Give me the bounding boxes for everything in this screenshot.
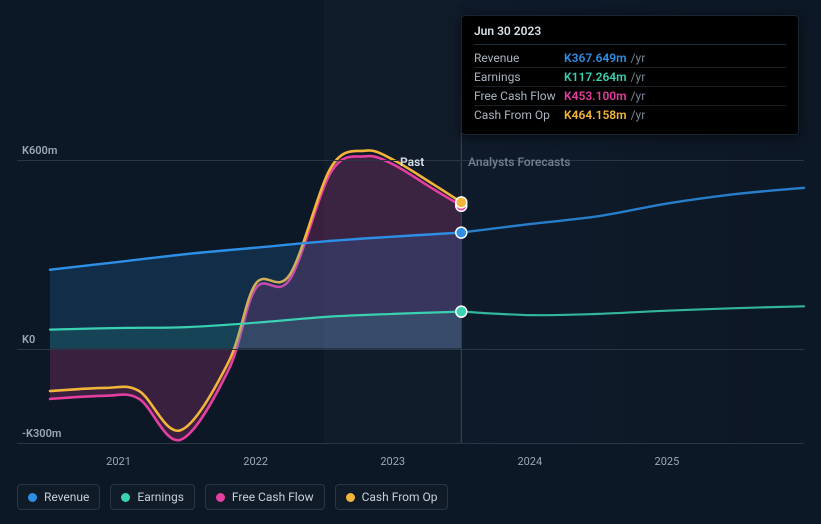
tooltip-row-value: K464.158m (564, 108, 627, 122)
tooltip-row-value: K367.649m (564, 51, 627, 65)
tooltip-row-unit: /yr (631, 108, 646, 122)
tooltip-row: EarningsK117.264m/yr (474, 68, 786, 87)
earnings-f-line (461, 306, 804, 315)
tooltip-row-unit: /yr (631, 89, 646, 103)
x-tick-label: 2023 (380, 455, 405, 468)
y-tick-label: K0 (22, 333, 35, 346)
x-tick-label: 2024 (517, 455, 542, 468)
financials-chart: K600mK0-K300m 20212022202320242025 Past … (0, 0, 821, 524)
tooltip-row-label: Free Cash Flow (474, 89, 564, 103)
tooltip-row-label: Cash From Op (474, 108, 564, 122)
tooltip-date: Jun 30 2023 (474, 24, 786, 45)
cursor-marker-earnings (456, 306, 467, 317)
tooltip-row-value: K117.264m (564, 70, 627, 84)
tooltip-row: RevenueK367.649m/yr (474, 49, 786, 68)
tooltip-row: Cash From OpK464.158m/yr (474, 106, 786, 124)
legend-item-label: Revenue (44, 490, 89, 504)
legend-item-label: Cash From Op (362, 490, 438, 504)
x-tick-label: 2022 (243, 455, 268, 468)
legend-item-fcf[interactable]: Free Cash Flow (205, 484, 325, 510)
legend-item-cfo[interactable]: Cash From Op (335, 484, 449, 510)
x-tick-label: 2025 (655, 455, 680, 468)
hover-tooltip: Jun 30 2023 RevenueK367.649m/yrEarningsK… (461, 15, 799, 135)
legend-item-label: Free Cash Flow (232, 490, 314, 504)
gridline (17, 443, 804, 444)
past-label: Past (400, 155, 424, 169)
tooltip-row-unit: /yr (631, 70, 646, 84)
legend-item-revenue[interactable]: Revenue (17, 484, 100, 510)
legend-dot-icon (346, 493, 355, 502)
y-tick-label: -K300m (22, 427, 61, 440)
gridline (17, 349, 804, 350)
y-tick-label: K600m (22, 144, 57, 157)
legend-item-label: Earnings (137, 490, 184, 504)
tooltip-row: Free Cash FlowK453.100m/yr (474, 87, 786, 106)
tooltip-row-unit: /yr (631, 51, 646, 65)
chart-legend: Revenue Earnings Free Cash Flow Cash From O… (17, 484, 448, 510)
legend-item-earnings[interactable]: Earnings (110, 484, 195, 510)
legend-dot-icon (121, 493, 130, 502)
cursor-marker-revenue (456, 227, 467, 238)
legend-dot-icon (28, 493, 37, 502)
x-tick-label: 2021 (106, 455, 131, 468)
tooltip-row-value: K453.100m (564, 89, 627, 103)
tooltip-row-label: Revenue (474, 51, 564, 65)
tooltip-row-label: Earnings (474, 70, 564, 84)
legend-dot-icon (216, 493, 225, 502)
revenue-f-line (461, 188, 804, 233)
cursor-marker-cfo (456, 197, 467, 208)
forecast-label: Analysts Forecasts (468, 155, 570, 169)
